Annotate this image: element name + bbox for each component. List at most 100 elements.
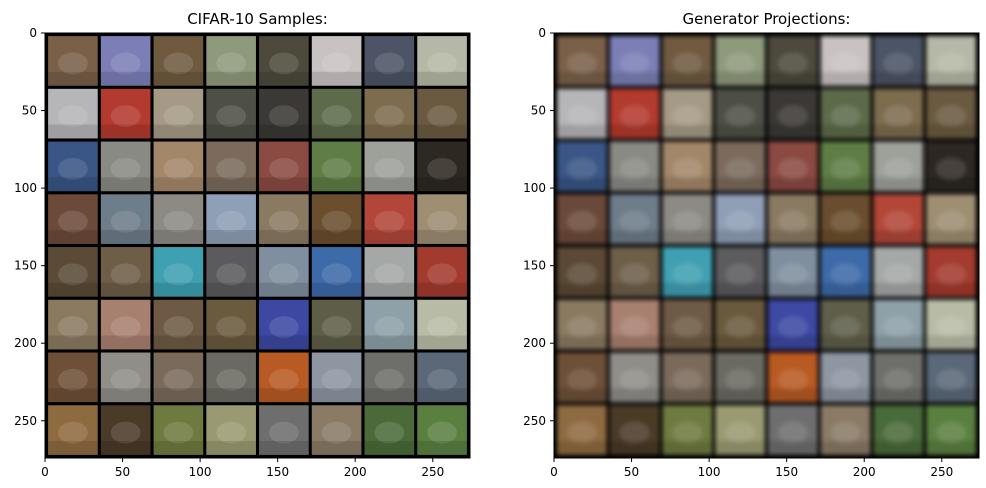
image-tile [715, 247, 765, 297]
x-tick-label: 0 [41, 465, 49, 479]
image-tile [557, 247, 607, 297]
image-tile [926, 352, 976, 403]
image-tile [557, 36, 607, 86]
image-tile [873, 36, 924, 86]
image-tile [926, 88, 976, 139]
axes-frame [44, 32, 471, 459]
image-tile [364, 352, 415, 403]
image-tile [557, 141, 607, 192]
image-tile [100, 352, 151, 403]
image-tile [100, 299, 151, 350]
image-tile [768, 36, 818, 86]
image-tile [259, 352, 309, 403]
image-tile [768, 141, 818, 192]
image-tile [820, 194, 871, 244]
image-tile [768, 247, 818, 297]
image-tile [417, 141, 467, 192]
image-tile [768, 299, 818, 350]
image-tile [715, 88, 765, 139]
image-tile [715, 36, 765, 86]
image-tile [662, 352, 713, 403]
image-tile [609, 141, 660, 192]
y-tick-label: 100 [523, 181, 546, 195]
image-tile [206, 405, 256, 455]
image-tile [768, 352, 818, 403]
image-tile [417, 88, 467, 139]
image-tile [153, 405, 204, 455]
image-tile [311, 194, 362, 244]
x-tick-label: 200 [344, 465, 367, 479]
image-tile [609, 352, 660, 403]
x-tick-label: 150 [775, 465, 798, 479]
image-tile [662, 36, 713, 86]
image-tile [417, 352, 467, 403]
x-tick-label: 200 [853, 465, 876, 479]
image-tile [873, 405, 924, 455]
image-tile [417, 194, 467, 244]
image-tile [100, 36, 151, 86]
panel-left: CIFAR-10 Samples: 0 50 100 150 200 250 0 50 100 15… [14, 10, 471, 479]
image-tile [417, 247, 467, 297]
image-tile [873, 352, 924, 403]
image-tile [311, 88, 362, 139]
image-tile [820, 247, 871, 297]
image-tile [662, 194, 713, 244]
image-tile [557, 194, 607, 244]
image-tile [820, 405, 871, 455]
image-tile [609, 194, 660, 244]
image-tile [715, 141, 765, 192]
image-tile [662, 247, 713, 297]
image-tile [873, 88, 924, 139]
y-tick-label: 250 [14, 414, 37, 428]
image-tile [48, 141, 98, 192]
image-tile [364, 141, 415, 192]
image-tile [364, 299, 415, 350]
image-tile [259, 405, 309, 455]
image-tile [364, 88, 415, 139]
image-tile [715, 352, 765, 403]
x-tick-label: 250 [930, 465, 953, 479]
image-tile [259, 194, 309, 244]
image-tile [926, 405, 976, 455]
x-tick-label: 250 [421, 465, 444, 479]
image-tile [259, 88, 309, 139]
image-tile [48, 405, 98, 455]
image-tile [768, 194, 818, 244]
image-tile [715, 194, 765, 244]
image-tile [153, 194, 204, 244]
image-tile [100, 194, 151, 244]
image-tile [259, 247, 309, 297]
image-tile [557, 299, 607, 350]
image-tile [926, 141, 976, 192]
image-tile [311, 299, 362, 350]
image-tile [609, 405, 660, 455]
image-tile [926, 247, 976, 297]
image-tile [311, 247, 362, 297]
y-tick-label: 250 [523, 414, 546, 428]
y-tick-label: 200 [14, 336, 37, 350]
y-tick-label: 150 [14, 259, 37, 273]
y-tick-label: 150 [523, 259, 546, 273]
image-tile [364, 247, 415, 297]
image-tile [48, 247, 98, 297]
image-tile [364, 405, 415, 455]
image-tile [820, 299, 871, 350]
image-tile [820, 36, 871, 86]
image-tile [609, 299, 660, 350]
image-tile [715, 405, 765, 455]
image-tile [100, 247, 151, 297]
image-tile [715, 299, 765, 350]
image-tile [662, 88, 713, 139]
image-tile [48, 299, 98, 350]
y-tick-label: 50 [22, 104, 37, 118]
image-tile [100, 88, 151, 139]
image-tile [48, 352, 98, 403]
image-tile [48, 194, 98, 244]
image-tile [768, 88, 818, 139]
image-tile [417, 405, 467, 455]
x-tick-label: 100 [189, 465, 212, 479]
image-tile [100, 141, 151, 192]
image-tile [153, 352, 204, 403]
image-tile [364, 194, 415, 244]
